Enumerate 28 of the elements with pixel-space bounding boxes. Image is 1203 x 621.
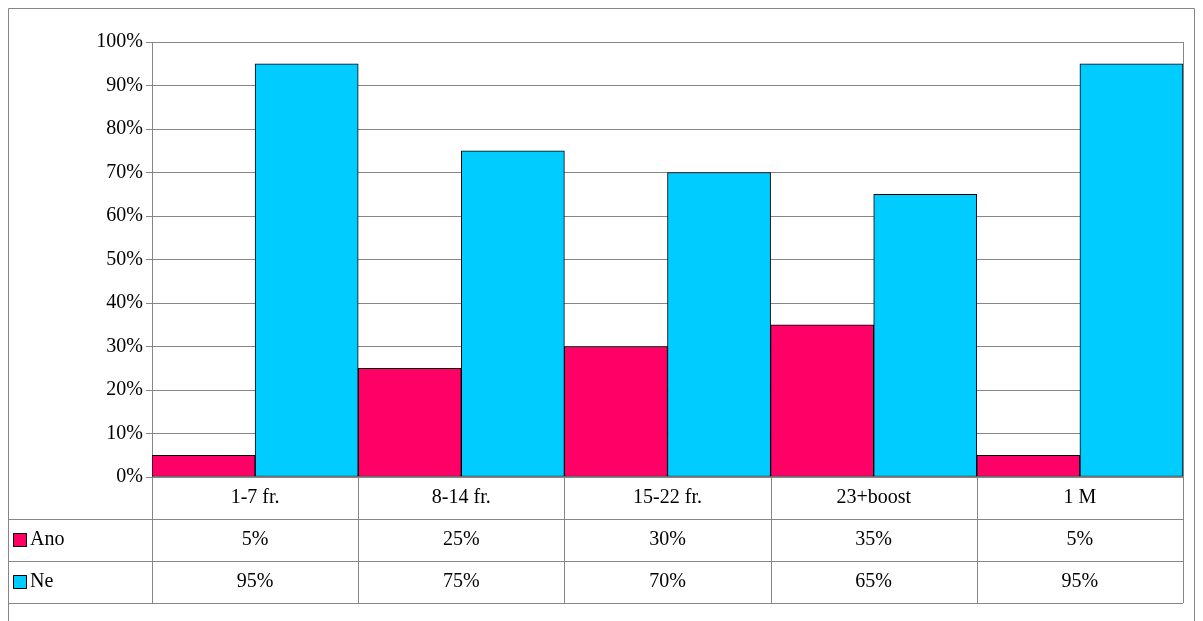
y-tick-label: 40% [106,290,143,313]
data-label: 70% [649,569,686,592]
y-tick-label: 10% [106,420,143,443]
data-label: 25% [442,527,480,550]
y-tick-label: 70% [106,159,143,182]
y-tick-label: 60% [106,203,143,226]
data-label: 35% [855,527,893,550]
data-label: 5% [1066,527,1094,550]
y-tick-label: 20% [106,377,143,400]
x-tick-label: 15-22 fr. [633,485,702,508]
y-tick-label: 30% [106,333,143,356]
x-tick-label: 23+boost [836,485,912,508]
y-tick-label: 100% [96,29,143,52]
x-tick-label: 1-7 fr. [230,485,280,508]
data-label: 30% [649,527,686,550]
x-tick-label: 8-14 fr. [431,485,491,508]
y-tick-label: 0% [116,464,143,487]
y-tick-label: 50% [106,246,143,269]
data-label: 95% [236,569,274,592]
data-label: 5% [241,527,269,550]
data-label: 65% [855,569,893,592]
data-label: 75% [442,569,480,592]
y-tick-label: 80% [106,116,143,139]
x-tick-label: 1 M [1063,485,1097,508]
legend-label: Ne [30,569,54,592]
y-tick-label: 90% [106,72,143,95]
data-label: 95% [1061,569,1099,592]
legend-label: Ano [30,527,65,550]
